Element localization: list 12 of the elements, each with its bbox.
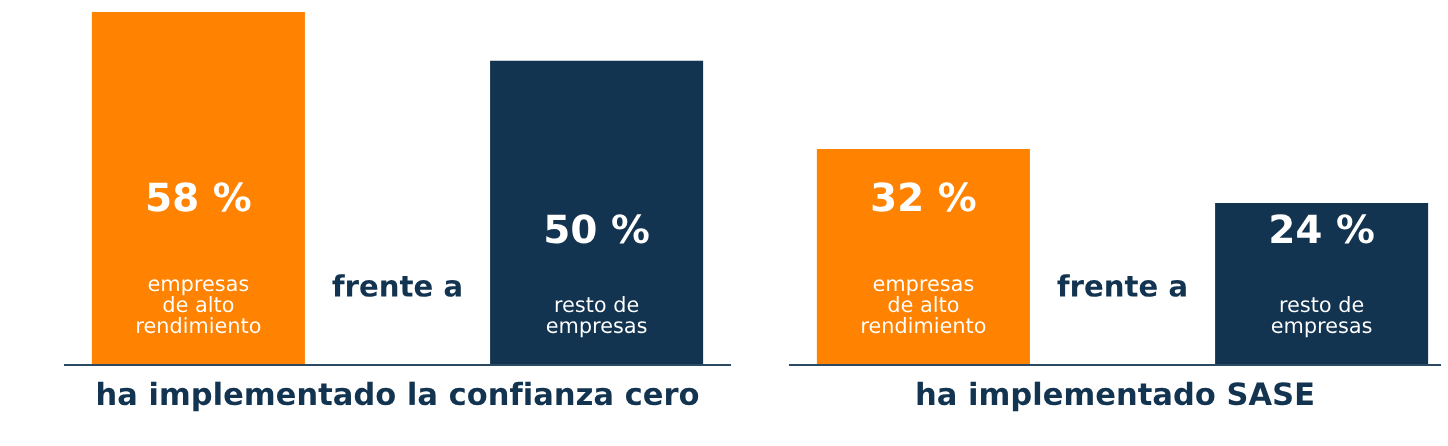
annotation: frente a [1057,274,1186,297]
x-tick-label: empresas de alto rendimiento [862,279,986,334]
x-tick-label: resto de empresas [546,296,647,338]
data-label: 24 % [1271,214,1374,244]
data-label: 32 % [872,182,976,212]
x-axis-title: ha implementado SASE [917,381,1313,412]
annotation: frente a [332,274,461,297]
x-tick-label: resto de empresas [1271,296,1372,338]
x-tick-label: empresas de alto rendimiento [137,279,261,334]
x-axis-title: ha implementado la confianza cero [98,381,699,412]
data-label: 50 % [546,214,649,244]
data-label: 58 % [148,182,251,212]
